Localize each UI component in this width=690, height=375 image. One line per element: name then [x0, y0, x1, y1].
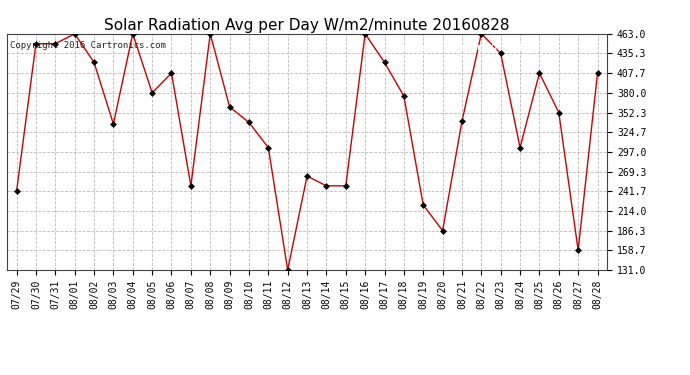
Text: Copyright 2016 Cartronics.com: Copyright 2016 Cartronics.com: [10, 41, 166, 50]
Title: Solar Radiation Avg per Day W/m2/minute 20160828: Solar Radiation Avg per Day W/m2/minute …: [104, 18, 510, 33]
